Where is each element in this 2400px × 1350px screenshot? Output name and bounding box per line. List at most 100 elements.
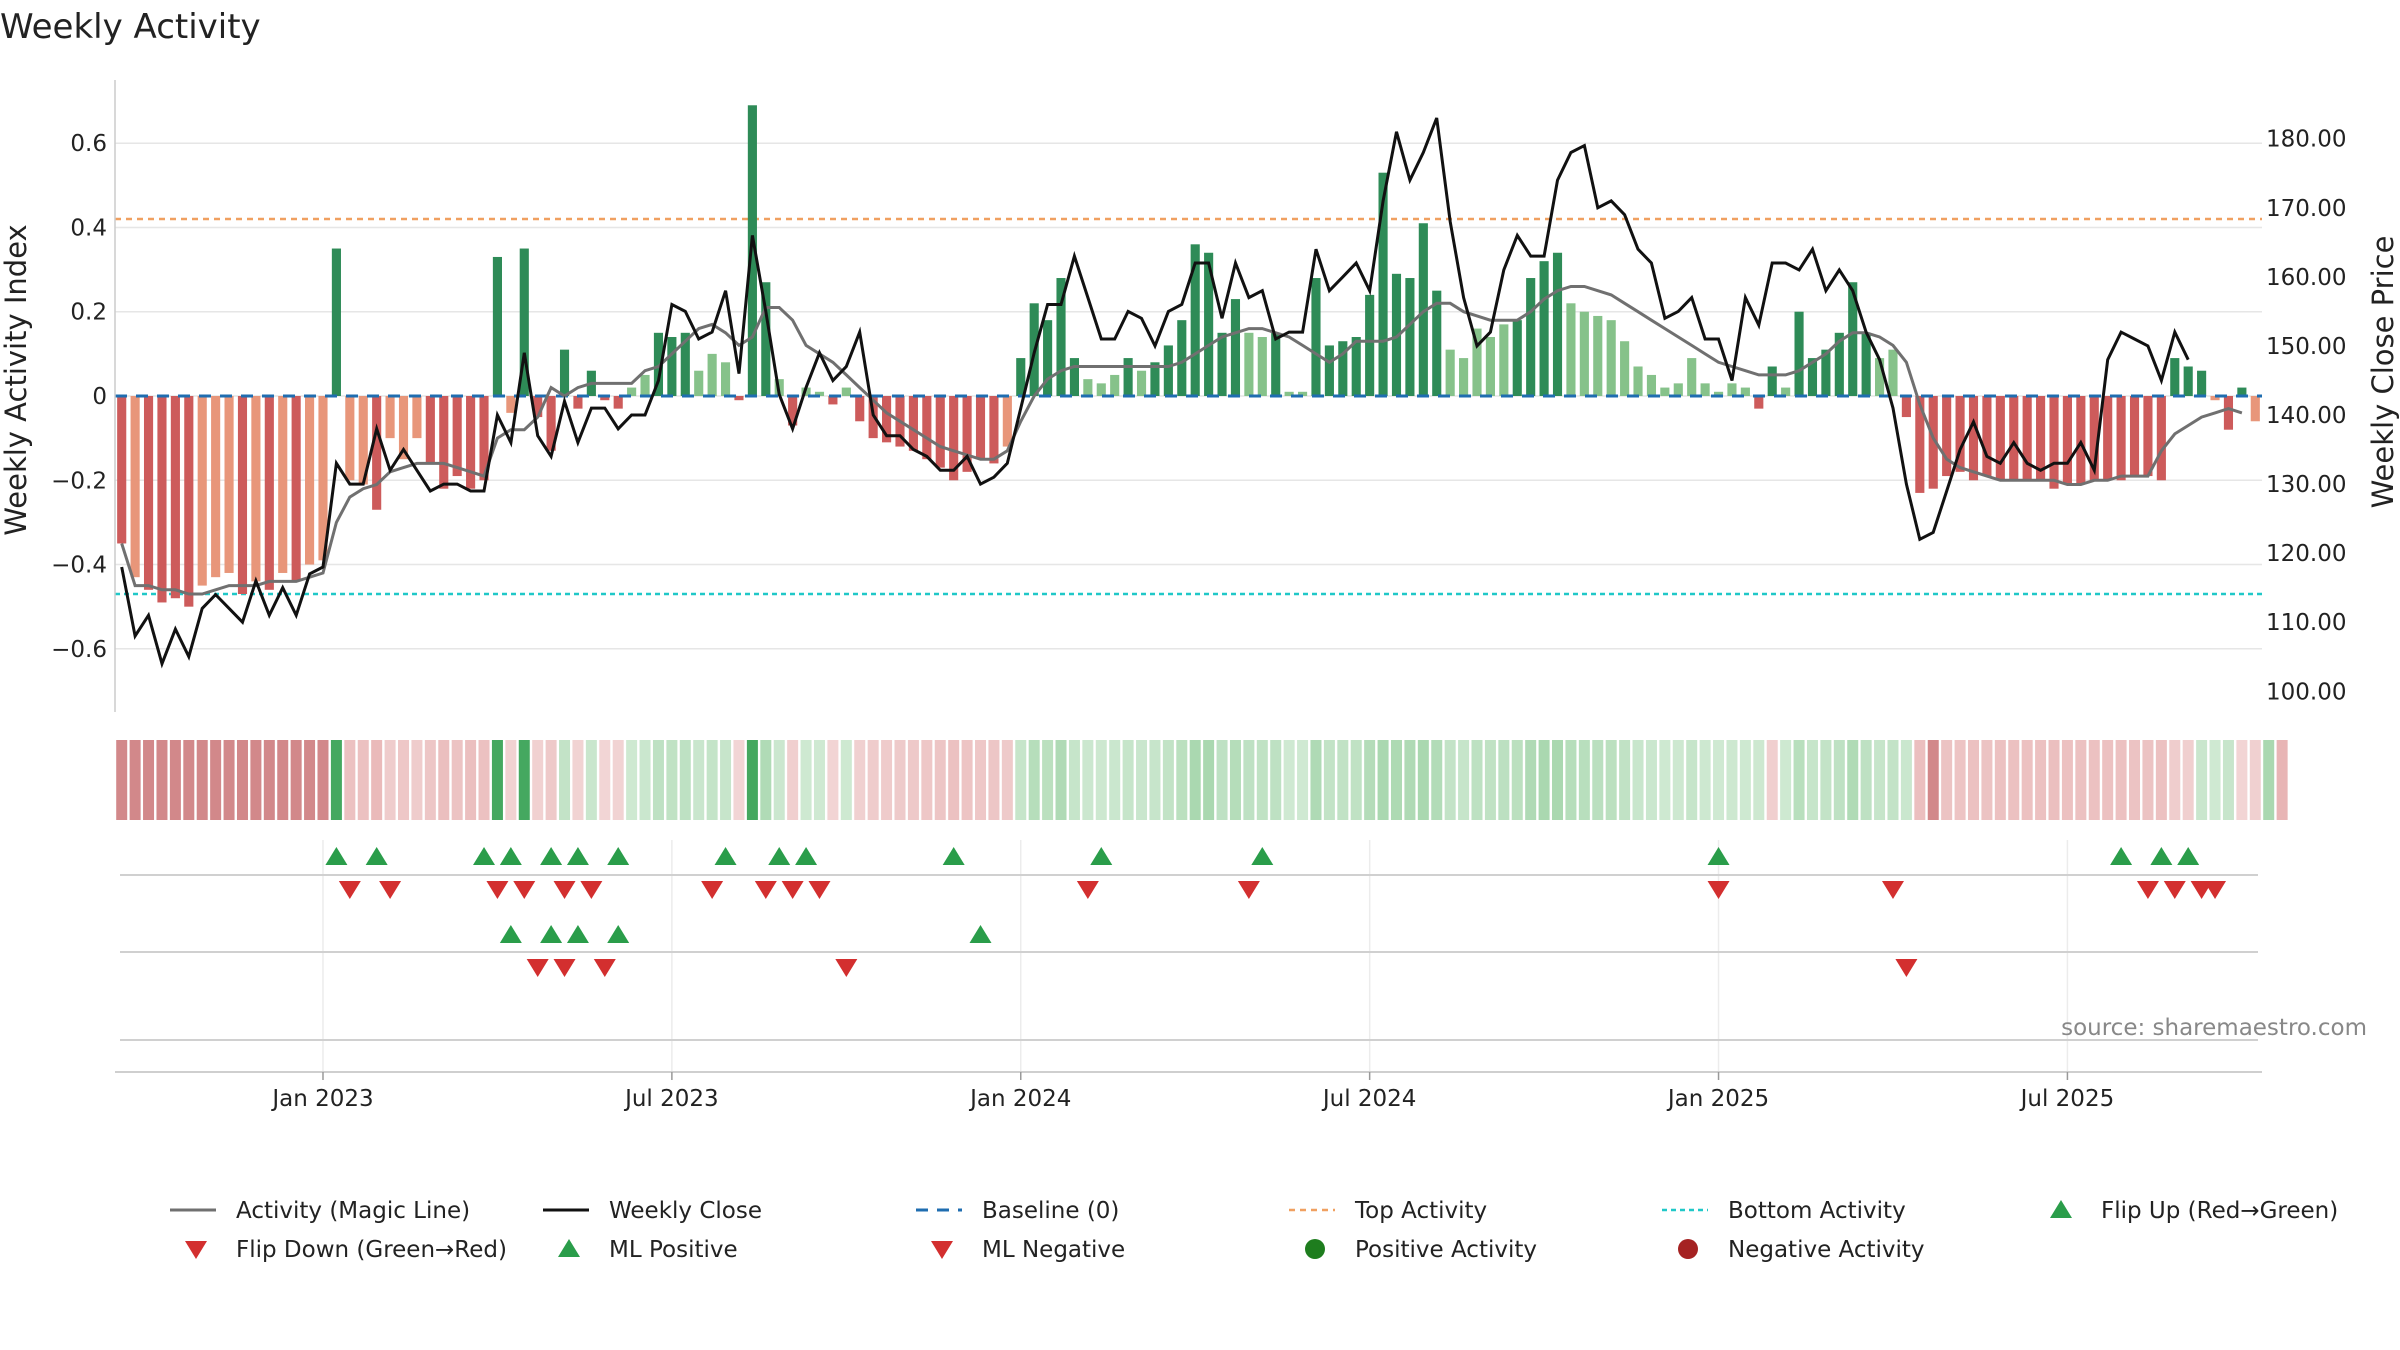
flip-down-marker <box>754 881 777 899</box>
status-strip-cell <box>948 740 960 820</box>
activity-bar <box>573 396 583 409</box>
activity-bar <box>841 387 851 396</box>
status-strip-cell <box>1686 740 1698 820</box>
status-strip-cell <box>1283 740 1295 820</box>
status-strip-cell <box>518 740 530 820</box>
flip-down-marker <box>701 881 724 899</box>
legend-label: Positive Activity <box>1355 1237 1537 1263</box>
status-strip-cell <box>1323 740 1335 820</box>
status-strip-cell <box>1538 740 1550 820</box>
activity-bar <box>1069 358 1080 396</box>
activity-bar <box>1767 366 1777 396</box>
x-tick-label: Jul 2025 <box>2019 1086 2115 1112</box>
status-strip-cell <box>1806 740 1818 820</box>
y-tick-label-right: 110.00 <box>2266 610 2346 636</box>
activity-bar <box>130 396 140 578</box>
status-strip-cell <box>156 740 168 820</box>
activity-bar <box>385 396 395 439</box>
activity-bar <box>1150 362 1160 396</box>
activity-bar <box>935 396 945 468</box>
status-strip-cell <box>1310 740 1322 820</box>
activity-bar <box>157 396 167 603</box>
activity-bar <box>1848 282 1858 396</box>
activity-bar <box>1646 374 1657 396</box>
activity-bar <box>1459 358 1469 396</box>
status-strip-cell <box>1525 740 1537 820</box>
status-strip-cell <box>2021 740 2033 820</box>
flip-up-marker <box>2177 847 2200 865</box>
activity-bar <box>398 396 409 460</box>
status-strip-cell <box>1055 740 1067 820</box>
status-strip-cell <box>169 740 181 820</box>
status-strip-cell <box>2129 740 2141 820</box>
status-strip-cell <box>236 740 248 820</box>
flip-down-marker <box>808 881 831 899</box>
y-tick-label-left: 0.2 <box>70 300 107 326</box>
status-strip-cell <box>1887 740 1899 820</box>
activity-bar <box>305 396 315 565</box>
activity-bar <box>613 396 623 409</box>
status-strip-cell <box>545 740 557 820</box>
activity-bar <box>653 332 664 396</box>
activity-bar <box>1271 332 1281 396</box>
status-strip-cell <box>411 740 423 820</box>
activity-bar <box>1311 278 1321 396</box>
status-strip-cell <box>1967 740 1979 820</box>
activity-bar <box>2197 370 2207 396</box>
activity-bar <box>1807 358 1818 396</box>
legend-swatch-positive-dot <box>1305 1239 1325 1259</box>
status-strip-cell <box>1739 740 1751 820</box>
activity-bar <box>814 391 825 396</box>
activity-bar <box>2089 396 2099 481</box>
status-strip-cell <box>196 740 208 820</box>
ml-positive-marker <box>499 925 522 943</box>
ml-negative-marker <box>526 959 549 977</box>
activity-bar <box>533 396 543 418</box>
ml-positive-marker <box>540 925 563 943</box>
activity-bar <box>1821 349 1831 396</box>
activity-bar <box>1512 320 1522 396</box>
activity-bar <box>1861 332 1871 396</box>
activity-bar <box>734 396 744 401</box>
activity-bar <box>1713 391 1724 396</box>
y-tick-label-left: −0.4 <box>51 553 107 579</box>
activity-bar <box>761 282 771 396</box>
status-strip-cell <box>1028 740 1040 820</box>
flip-down-marker <box>338 881 361 899</box>
status-strip-cell <box>1390 740 1402 820</box>
y-tick-label-right: 130.00 <box>2266 472 2346 498</box>
activity-bar <box>1660 387 1670 396</box>
status-strip-cell <box>626 740 638 820</box>
x-tick-label: Jul 2024 <box>1321 1086 1417 1112</box>
activity-bar <box>1754 396 1764 409</box>
activity-bar <box>2062 396 2072 485</box>
status-strip-cell <box>1860 740 1872 820</box>
activity-bar <box>1190 244 1200 396</box>
activity-bar <box>1633 366 1643 396</box>
ml-positive-marker <box>607 925 630 943</box>
activity-bar <box>680 332 690 396</box>
activity-bar <box>2237 387 2247 396</box>
flip-up-marker <box>2150 847 2173 865</box>
activity-bar <box>855 396 865 422</box>
activity-bar <box>1432 290 1442 396</box>
status-strip-cell <box>720 740 732 820</box>
status-strip-cell <box>2169 740 2181 820</box>
x-tick-label: Jan 2024 <box>968 1086 1071 1112</box>
activity-bar <box>1244 332 1254 396</box>
status-strip-cell <box>1042 740 1054 820</box>
status-strip-cell <box>1458 740 1470 820</box>
ml-negative-marker <box>593 959 616 977</box>
status-strip-cell <box>773 740 785 820</box>
status-strip-cell <box>1605 740 1617 820</box>
status-strip-cell <box>532 740 544 820</box>
activity-bar <box>1687 358 1697 396</box>
status-strip-cell <box>693 740 705 820</box>
activity-bar <box>2009 396 2019 481</box>
status-strip-cell <box>1364 740 1376 820</box>
activity-bar <box>237 396 248 595</box>
y-tick-label-left: 0 <box>92 384 107 410</box>
status-strip-cell <box>1659 740 1671 820</box>
status-strip-cell <box>2102 740 2114 820</box>
activity-bar <box>1781 387 1791 396</box>
